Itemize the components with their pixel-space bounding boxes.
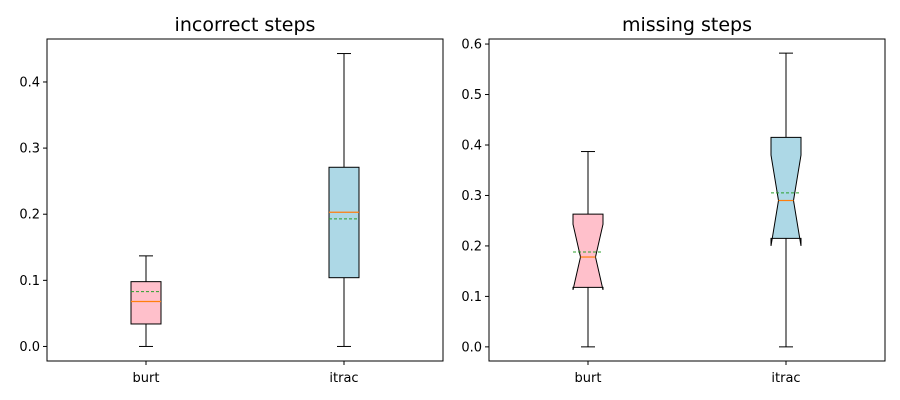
box-itrac <box>328 166 360 279</box>
y-tick-label: 0.1 <box>461 290 482 305</box>
y-tick-label: 0.1 <box>19 274 40 289</box>
y-tick-label: 0.3 <box>19 142 40 157</box>
x-axis-incorrect-steps: burt itrac <box>133 371 359 386</box>
x-tick-label-burt: burt <box>575 371 602 386</box>
y-tick-label: 0.4 <box>19 75 40 90</box>
y-tick-label: 0.5 <box>461 88 482 103</box>
y-tick-label: 0.2 <box>19 208 40 223</box>
x-axis-missing-steps: burt itrac <box>575 371 801 386</box>
axes-frame <box>488 38 886 362</box>
y-tick-label: 0.2 <box>461 239 482 254</box>
x-tick-label-itrac: itrac <box>329 371 358 386</box>
y-tick-label: 0.6 <box>461 38 482 53</box>
panel-title-incorrect-steps: incorrect steps <box>175 14 316 36</box>
y-tick-label: 0.4 <box>461 138 482 153</box>
y-tick-label: 0.3 <box>461 189 482 204</box>
box-burt <box>130 281 162 325</box>
plot-area-missing-steps: 0.0 0.1 0.2 0.3 0.4 0.5 0.6 <box>461 38 886 365</box>
panel-missing-steps: missing steps 0.0 0.1 0.2 0.3 0.4 0.5 0.6 burt… <box>461 14 886 386</box>
panel-title-missing-steps: missing steps <box>622 14 752 36</box>
x-tick-label-burt: burt <box>133 371 160 386</box>
panel-incorrect-steps: incorrect steps 0.0 0.1 0.2 0.3 0.4 burt itr… <box>19 14 444 386</box>
box-itrac <box>770 136 802 247</box>
plot-area-incorrect-steps: 0.0 0.1 0.2 0.3 0.4 <box>19 38 444 365</box>
x-tick-label-itrac: itrac <box>771 371 800 386</box>
axes-frame <box>46 38 444 362</box>
y-tick-label: 0.0 <box>19 340 40 355</box>
y-tick-label: 0.0 <box>461 340 482 355</box>
